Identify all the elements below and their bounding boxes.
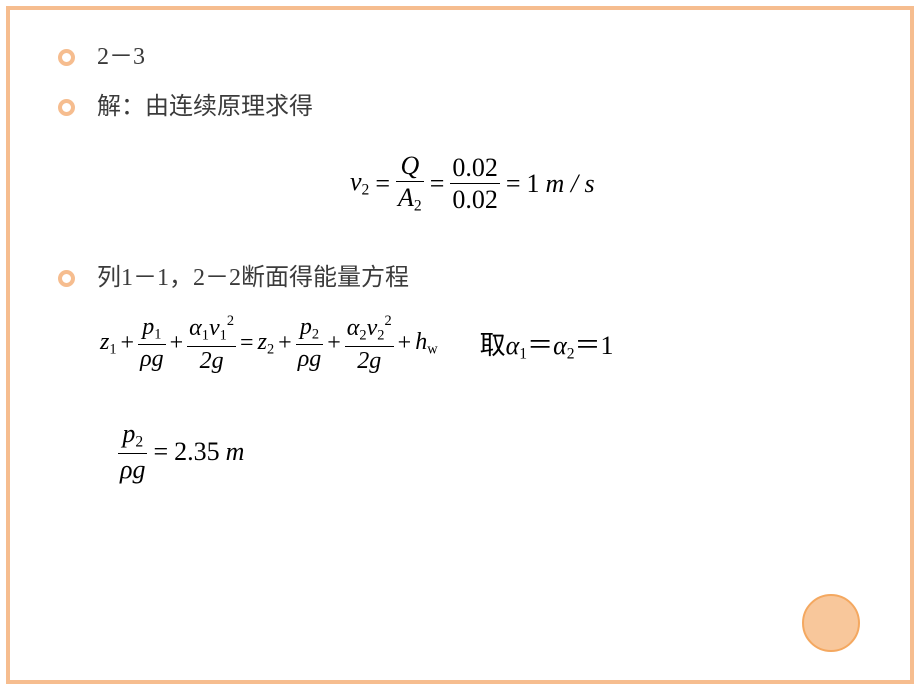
equation-energy: z1 + p1 ρg + α1v12 2g = z2 + p2 ρg + α2v… [100,314,614,374]
bullet-text-3: 列1－1，2－2断面得能量方程 [97,263,409,294]
slide-frame-right [910,6,914,684]
eq2-hw: hw [415,329,437,358]
eq3-value: 2.35 [174,437,220,467]
equals-sign: = [430,169,445,199]
bullet-text-1: 2－3 [97,42,145,73]
equals-sign: = [506,169,521,199]
eq2-av1sq-over-2g: α1v12 2g [187,314,236,374]
bullet-icon [58,49,75,66]
eq1-frac-numbers: 0.02 0.02 [450,154,500,214]
eq2-aside: 取α1＝α2＝1 [480,325,614,364]
slide-frame-top [6,6,914,10]
eq2-p1-over-rhog: p1 ρg [138,315,166,373]
bullet-icon [58,99,75,116]
decorative-circle [802,594,860,652]
equation-p2-result: p2 ρg = 2.35 m [118,420,244,483]
eq3-frac: p2 ρg [118,420,147,483]
eq1-lhs: v2 [350,167,369,200]
equation-v2: v2 = Q A2 = 0.02 0.02 = 1 m / s [350,152,595,215]
bullet-row-2: 解：由连续原理求得 [58,92,313,123]
bullet-text-2: 解：由连续原理求得 [97,92,313,123]
slide-frame-left [6,6,10,684]
eq2-p2-over-rhog: p2 ρg [296,315,324,373]
bullet-row-3: 列1－1，2－2断面得能量方程 [58,263,409,294]
eq2-z2: z2 [258,329,275,358]
eq1-value: 1 [527,169,540,199]
equals-sign: = [375,169,390,199]
bullet-icon [58,270,75,287]
slide-frame-bottom [6,680,914,684]
equals-sign: = [153,437,168,467]
eq2-z1: z1 [100,329,117,358]
bullet-row-1: 2－3 [58,42,145,73]
eq3-unit: m [226,437,245,467]
eq1-frac-QA: Q A2 [396,152,424,215]
eq2-av2sq-over-2g: α2v22 2g [345,314,394,374]
eq1-unit: m / s [546,169,595,199]
